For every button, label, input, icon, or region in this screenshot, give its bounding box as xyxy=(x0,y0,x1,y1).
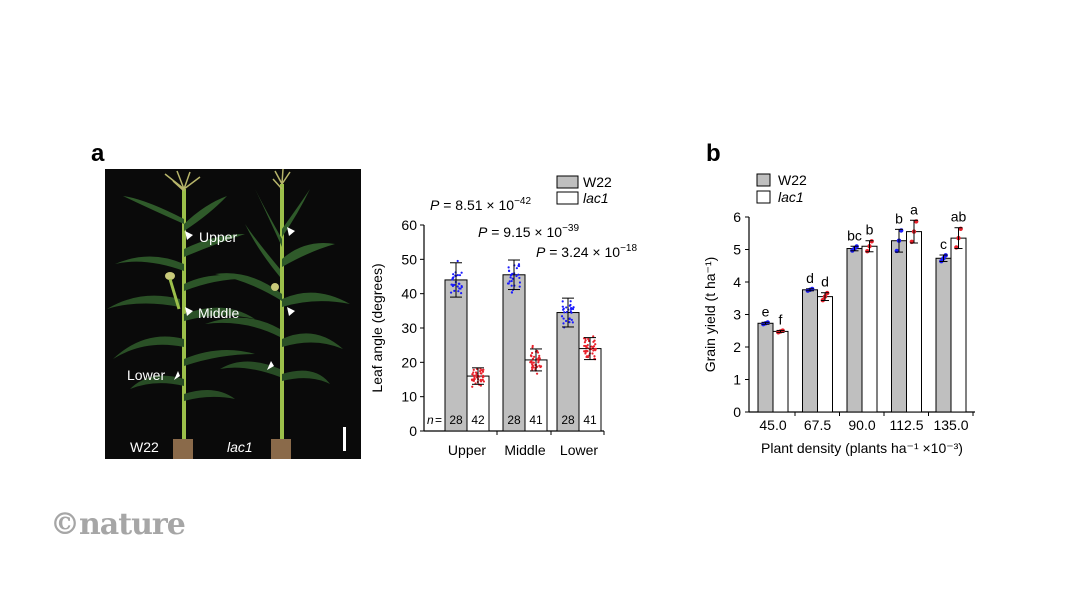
x-tick-label: 90.0 xyxy=(848,417,875,433)
bar-lac1-112.5 xyxy=(906,231,922,413)
bar-W22-45.0 xyxy=(757,322,774,413)
lac1-plant xyxy=(205,169,350,459)
n-count: 41 xyxy=(583,413,597,427)
label-lower: Lower xyxy=(127,367,166,383)
significance-letter: ab xyxy=(951,209,967,225)
legend-swatch-lac1 xyxy=(556,191,579,205)
y-tick-label: 0 xyxy=(409,423,417,439)
grain-yield-plot: 0 1 2 3 4 5 6 Grain yield (t ha⁻¹) ef 45.0 d d 67.5 b… xyxy=(702,172,975,456)
significance-letter: b xyxy=(895,210,903,226)
y-tick-label: 30 xyxy=(401,320,417,336)
panel-b-label: b xyxy=(706,140,721,167)
panel-a-label: a xyxy=(91,140,105,167)
significance-letter: d xyxy=(821,274,829,290)
legend-swatch-w22 xyxy=(756,173,771,187)
w22-plant xyxy=(107,170,255,459)
bar-W22-67.5 xyxy=(802,289,818,413)
y-tick-label: 4 xyxy=(733,274,741,290)
n-count: 42 xyxy=(471,413,485,427)
leaf-angle-plot: 0 10 20 30 40 50 60 Leaf angle (degrees) 28 42 Upp… xyxy=(369,174,637,458)
y-tick-label: 10 xyxy=(401,389,417,405)
arrow-lower-lac1-icon xyxy=(267,361,274,370)
significance-letter: d xyxy=(806,270,814,286)
n-count: 41 xyxy=(529,413,543,427)
y-tick-label: 3 xyxy=(733,307,741,323)
x-tick-label: Middle xyxy=(504,442,545,458)
arrow-middle-lac1-icon xyxy=(287,307,295,316)
y-tick-label: 6 xyxy=(733,209,741,225)
legend-swatch-w22 xyxy=(556,175,579,189)
bar-W22-Middle xyxy=(502,274,526,432)
genotype-label-lac1: lac1 xyxy=(227,439,253,455)
x-tick-label: Lower xyxy=(560,442,598,458)
maize-plants-illustration xyxy=(107,169,350,459)
y-tick-label: 60 xyxy=(401,217,417,233)
bar-W22-90.0 xyxy=(846,248,863,413)
y-tick-label: 20 xyxy=(401,354,417,370)
n-count: 28 xyxy=(561,413,575,427)
x-tick-label: 135.0 xyxy=(933,417,968,433)
scale-bar xyxy=(343,427,346,451)
leaf-angle-chart: 0 10 20 30 40 50 60 Leaf angle (degrees) 28 42 Upp… xyxy=(360,160,660,470)
y-tick-label: 1 xyxy=(733,372,741,388)
x-axis-label: Plant density (plants ha⁻¹ ×10⁻³) xyxy=(761,440,963,456)
bar-lac1-67.5 xyxy=(817,296,833,413)
bar-lac1-45.0 xyxy=(772,330,789,413)
x-tick-label: 112.5 xyxy=(890,417,924,433)
legend-swatch-lac1 xyxy=(756,190,771,204)
significance-letter: f xyxy=(779,311,783,327)
arrow-middle-w22-icon xyxy=(185,307,193,316)
p-value-upper: P = 8.51 × 10−42 xyxy=(430,196,531,213)
grain-yield-chart: 0 1 2 3 4 5 6 Grain yield (t ha⁻¹) e f 45.0 d d 67.5 b… xyxy=(700,160,1000,470)
bar-W22-112.5 xyxy=(891,240,907,413)
nature-logo: ©nature xyxy=(50,507,186,542)
y-tick-label: 5 xyxy=(733,242,741,258)
y-axis-label: Leaf angle (degrees) xyxy=(369,263,385,392)
n-label: n xyxy=(427,413,434,427)
legend-label-lac1: lac1 xyxy=(778,189,804,205)
y-tick-label: 0 xyxy=(733,404,741,420)
significance-letter: b xyxy=(866,222,874,238)
legend-label-lac1: lac1 xyxy=(583,190,609,206)
n-count: 28 xyxy=(449,413,463,427)
legend-label-w22: W22 xyxy=(778,172,807,188)
significance-letter: bc xyxy=(847,227,862,243)
y-tick-label: 40 xyxy=(401,286,417,302)
genotype-label-w22: W22 xyxy=(130,439,159,455)
legend-label-w22: W22 xyxy=(583,174,612,190)
arrow-upper-w22-icon xyxy=(185,231,193,240)
significance-letter: e xyxy=(762,303,770,319)
x-tick-label: 67.5 xyxy=(804,417,831,433)
n-equals: = xyxy=(435,413,442,427)
x-tick-label: 45.0 xyxy=(759,417,786,433)
label-middle: Middle xyxy=(198,305,240,321)
bar-lac1-135.0 xyxy=(950,237,967,413)
arrow-lower-w22-icon xyxy=(174,371,180,380)
y-tick-label: 2 xyxy=(733,339,741,355)
maize-plants-photo: Upper Middle Lower W22 lac1 xyxy=(105,169,361,459)
p-value-middle: P = 9.15 × 10−39 xyxy=(478,223,579,240)
significance-letter: c xyxy=(940,236,947,252)
label-upper: Upper xyxy=(199,229,238,245)
significance-letter: a xyxy=(910,201,918,217)
arrow-upper-lac1-icon xyxy=(287,227,295,236)
x-tick-label: Upper xyxy=(448,442,486,458)
n-count: 28 xyxy=(507,413,521,427)
bar-W22-135.0 xyxy=(935,257,952,413)
p-value-lower: P = 3.24 × 10−18 xyxy=(536,243,637,260)
bar-W22-Upper xyxy=(444,279,468,432)
y-tick-label: 50 xyxy=(401,251,417,267)
bar-lac1-90.0 xyxy=(861,245,878,413)
y-axis-label: Grain yield (t ha⁻¹) xyxy=(702,257,718,373)
